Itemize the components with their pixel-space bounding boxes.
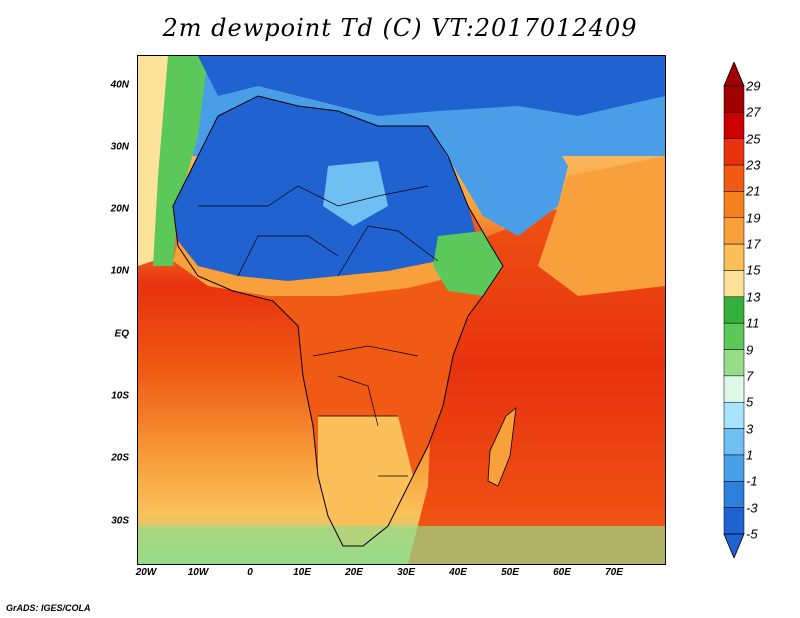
colorbar-swatch	[723, 112, 745, 139]
colorbar-label: 19	[746, 210, 761, 226]
colorbar-top-arrow	[723, 62, 745, 87]
lat-label: 20N	[110, 203, 129, 215]
colorbar-swatch	[723, 164, 745, 192]
lat-label: 30N	[110, 141, 129, 153]
colorbar-label: 25	[746, 131, 761, 147]
ethiopia-field	[433, 231, 503, 296]
colorbar-swatch	[723, 85, 745, 113]
colorbar-swatch	[723, 401, 745, 429]
lon-label: 40E	[449, 567, 467, 578]
colorbar-swatch	[723, 428, 745, 456]
map-title: 2m dewpoint Td (C) VT:2017012409	[162, 14, 638, 42]
colorbar-label: 9	[746, 342, 754, 358]
lon-label: 70E	[605, 567, 623, 578]
colorbar-label: -1	[746, 473, 758, 489]
colorbar-swatch	[723, 349, 745, 377]
country-borders	[198, 185, 439, 477]
lon-label: 20E	[345, 567, 363, 578]
colorbar-label: 13	[746, 289, 761, 305]
lon-label: 50E	[501, 567, 519, 578]
colorbar-swatch	[723, 296, 745, 324]
arabian-sea-field	[538, 156, 665, 296]
colorbar-swatch	[723, 322, 745, 350]
colorbar-swatch	[723, 191, 745, 219]
colorbar-label: 17	[746, 236, 761, 252]
colorbar-label: 1	[746, 447, 754, 463]
lon-label: 20W	[135, 567, 157, 578]
dewpoint-map	[137, 55, 666, 565]
colorbar-swatch	[723, 454, 745, 482]
lat-label: 30S	[111, 515, 129, 527]
colorbar	[723, 62, 745, 558]
lat-label: 20S	[111, 452, 129, 464]
colorbar-label: 15	[746, 262, 761, 278]
colorbar-label: 21	[746, 183, 761, 199]
lat-label: 10S	[111, 390, 129, 402]
colorbar-label: 5	[746, 394, 754, 410]
colorbar-label: 7	[746, 368, 754, 384]
colorbar-label: 23	[746, 157, 761, 173]
lat-label: EQ	[114, 328, 129, 340]
lon-label: 10E	[293, 567, 311, 578]
sahel-band	[173, 241, 458, 296]
colorbar-swatch	[723, 375, 745, 403]
colorbar-swatch	[723, 507, 745, 535]
lon-label: 60E	[553, 567, 571, 578]
colorbar-label: 11	[746, 315, 760, 331]
lon-label: 10W	[187, 567, 209, 578]
lon-label: 0	[247, 567, 253, 578]
southern-band	[138, 526, 665, 564]
lat-label: 40N	[110, 79, 129, 91]
colorbar-label: 29	[746, 78, 761, 94]
colorbar-swatch	[723, 481, 745, 508]
africa-coastline	[172, 95, 504, 547]
south-africa-field	[318, 416, 413, 546]
arabia-field	[428, 116, 568, 236]
colorbar-label: 27	[746, 104, 761, 120]
colorbar-swatch	[723, 217, 745, 245]
lat-label: 10N	[110, 265, 129, 277]
colorbar-swatch	[723, 270, 745, 298]
credit-text: GrADS: IGES/COLA	[6, 603, 91, 613]
atlantic-green-band	[153, 56, 208, 266]
colorbar-bottom-arrow	[723, 533, 745, 558]
colorbar-label: 3	[746, 421, 754, 437]
colorbar-label: -5	[746, 526, 758, 542]
lon-label: 30E	[397, 567, 415, 578]
sahara-light-patch	[323, 161, 388, 226]
colorbar-label: -3	[746, 500, 758, 516]
colorbar-swatch	[723, 243, 745, 271]
europe-field	[198, 56, 665, 116]
colorbar-swatch	[723, 138, 745, 166]
madagascar	[487, 407, 517, 487]
